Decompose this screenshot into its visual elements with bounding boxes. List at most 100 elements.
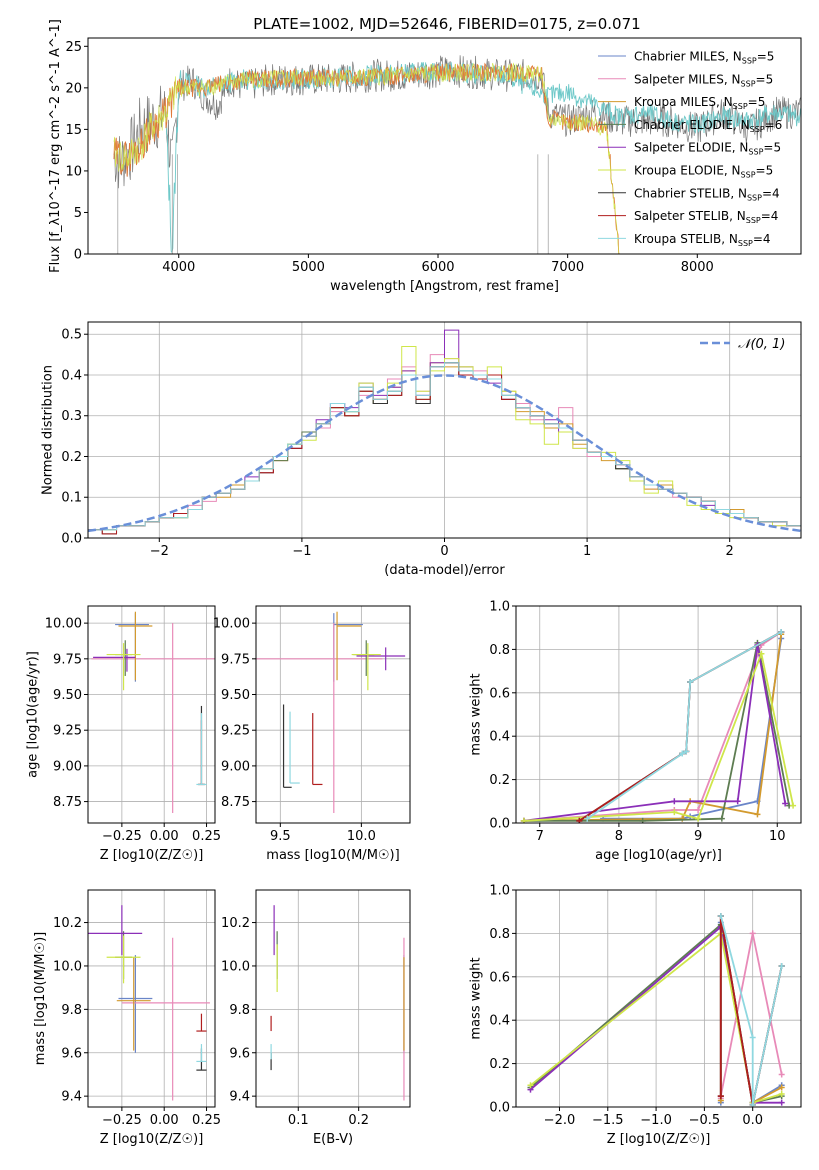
figure-title: PLATE=1002, MJD=52646, FIBERID=0175, z=0… xyxy=(253,15,640,33)
legend-subscript: SSP xyxy=(750,125,765,134)
spectrum-panel: 4000 5000 6000 7000 8000 0 5 10 15 20 25 wavelength… xyxy=(48,19,802,294)
axes-frame xyxy=(255,605,411,824)
x-axis-label: Z [log10(Z/Z☉)] xyxy=(100,848,204,863)
mass-weight-vs-age-panel: 7 8 9 10 0.0 0.2 0.4 0.6 0.8 1.0 age [log10(age/yr… xyxy=(469,600,802,863)
x-tick-label: 0.1 xyxy=(288,1113,309,1128)
weight-point xyxy=(758,650,765,657)
weight-line xyxy=(578,631,782,822)
weight-point xyxy=(679,815,686,822)
legend-label: 𝒩(0, 1) xyxy=(738,337,785,352)
legend-label: Chabrier MILES, NSSP=5 xyxy=(634,50,774,66)
x-tick-label: 0.2 xyxy=(348,1113,369,1128)
y-tick-label: 9.00 xyxy=(53,759,82,774)
x-tick-label: 0.0 xyxy=(742,1113,763,1128)
y-tick-label: 10.00 xyxy=(213,617,250,632)
weight-point xyxy=(778,1084,785,1091)
y-tick-label: 10.0 xyxy=(221,959,250,974)
legend-subscript: SSP xyxy=(733,102,748,111)
x-tick-label: 0.00 xyxy=(150,1113,179,1128)
x-tick-label: −0.25 xyxy=(102,1113,142,1128)
x-axis-label: E(B-V) xyxy=(313,1132,353,1147)
weight-point xyxy=(778,1090,785,1097)
x-tick-label: 8000 xyxy=(681,260,714,275)
legend-label: Salpeter MILES, NSSP=5 xyxy=(634,72,773,88)
y-tick-label: 9.4 xyxy=(229,1090,250,1105)
weight-line xyxy=(586,631,782,820)
y-tick-label: 10.0 xyxy=(53,959,82,974)
axes-frame xyxy=(87,605,216,824)
weight-line xyxy=(523,644,787,822)
legend-label: Salpeter ELODIE, NSSP=5 xyxy=(634,141,781,157)
x-tick-label: −1 xyxy=(292,544,311,559)
weight-point xyxy=(754,811,761,818)
plot-area xyxy=(88,329,801,538)
y-axis-label: mass weight xyxy=(469,673,484,755)
axes-frame xyxy=(255,889,411,1108)
legend-count: =4 xyxy=(762,186,780,200)
legend-subscript: SSP xyxy=(741,79,756,88)
plot-area xyxy=(270,905,405,1101)
legend-count: =5 xyxy=(748,95,766,109)
weight-line xyxy=(523,631,782,822)
weight-point xyxy=(782,800,789,807)
y-axis-label: mass weight xyxy=(469,957,484,1039)
y-tick-label: 20 xyxy=(65,81,82,96)
weight-point xyxy=(778,962,785,969)
legend-subscript: SSP xyxy=(746,216,761,225)
y-tick-label: 25 xyxy=(65,40,82,55)
y-tick-label: 0.6 xyxy=(489,970,510,985)
weight-line xyxy=(578,631,782,822)
plot-area xyxy=(88,905,210,1101)
weight-point xyxy=(671,809,678,816)
x-tick-label: −2 xyxy=(150,544,169,559)
weight-point xyxy=(527,1082,534,1089)
x-tick-label: 8 xyxy=(615,829,623,844)
y-tick-label: 10.2 xyxy=(221,916,250,931)
y-tick-label: 9.75 xyxy=(53,652,82,667)
normal-curve xyxy=(88,374,801,533)
x-tick-label: 6000 xyxy=(421,260,454,275)
axes-frame xyxy=(87,889,216,1108)
weight-point xyxy=(687,678,694,685)
legend-subscript: SSP xyxy=(742,57,757,66)
y-tick-label: 9.00 xyxy=(221,759,250,774)
plot-area xyxy=(113,55,801,254)
weight-point xyxy=(778,629,785,636)
legend-count: =4 xyxy=(753,232,771,246)
x-tick-label: 1 xyxy=(583,544,591,559)
weight-point xyxy=(778,1099,785,1106)
x-axis-label: Z [log10(Z/Z☉)] xyxy=(607,1132,711,1147)
y-tick-label: 0.0 xyxy=(61,532,82,547)
y-tick-label: 0.3 xyxy=(61,409,82,424)
weight-line xyxy=(529,931,782,1104)
weight-point xyxy=(749,1034,756,1041)
weight-point xyxy=(749,930,756,937)
x-axis-label: mass [log10(M/M☉)] xyxy=(266,848,399,863)
x-tick-label: 2 xyxy=(726,544,734,559)
x-tick-label: 0 xyxy=(440,544,448,559)
legend-subscript: SSP xyxy=(748,148,763,157)
legend-count: =5 xyxy=(763,141,781,155)
legend-subscript: SSP xyxy=(738,239,753,248)
mass-vs-EBV-panel: 0.1 0.2 9.4 9.6 9.8 10.0 10.2 E(B-V) xyxy=(221,889,411,1147)
weight-point xyxy=(778,1071,785,1078)
y-tick-label: 0.4 xyxy=(489,1014,510,1029)
age-vs-Z-panel: −0.25 0.00 0.25 8.75 9.00 9.25 9.50 9.75 10.00 Z … xyxy=(26,605,221,863)
residuals-panel: −2 −1 0 1 2 0.0 0.1 0.2 0.3 0.4 0.5 (data-model)/er… xyxy=(41,321,802,578)
y-tick-label: 0 xyxy=(74,248,82,263)
weight-point xyxy=(584,815,591,822)
plot-area xyxy=(256,611,406,814)
spectrum-elodie-line xyxy=(113,62,620,254)
y-tick-label: 1.0 xyxy=(489,884,510,899)
legend-subscript: SSP xyxy=(747,193,762,202)
y-tick-label: 10 xyxy=(65,164,82,179)
x-tick-label: 9.5 xyxy=(270,829,291,844)
y-tick-label: 10.00 xyxy=(45,617,82,632)
weight-line xyxy=(523,634,783,822)
weight-line xyxy=(523,642,790,822)
y-tick-label: 0.1 xyxy=(61,491,82,506)
y-tick-label: 0.2 xyxy=(489,1057,510,1072)
x-tick-label: 0.25 xyxy=(192,1113,221,1128)
y-tick-label: 1.0 xyxy=(489,600,510,615)
